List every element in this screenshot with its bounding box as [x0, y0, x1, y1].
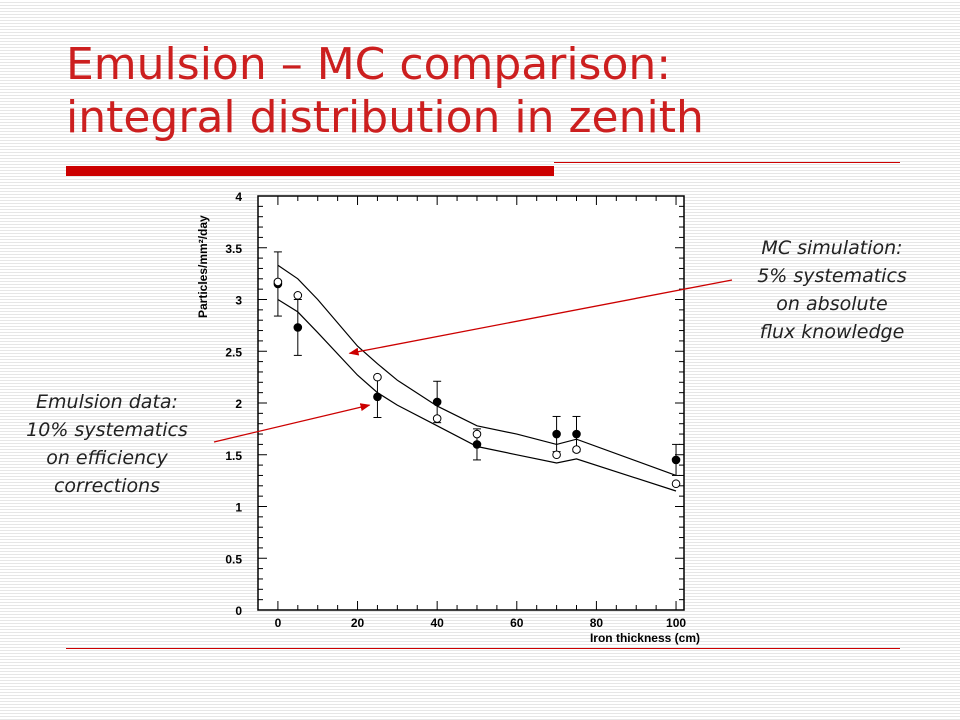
- y-tick-label: 2: [235, 397, 242, 411]
- emulsion-point: [572, 429, 581, 439]
- mc-callout: MC simulation: 5% systematics on absolut…: [757, 237, 907, 343]
- slide-title-line-2: integral distribution in zenith: [66, 92, 704, 143]
- mc-callout-arrow: [348, 279, 733, 356]
- mc-curve: [277, 298, 677, 492]
- mc-point: [572, 445, 581, 454]
- footer-rule: [66, 648, 900, 649]
- slide-title-line-1: Emulsion – MC comparison:: [66, 39, 672, 90]
- title-underline-bar: [66, 166, 554, 176]
- mc-curve: [277, 264, 677, 476]
- mc-point: [373, 372, 382, 382]
- y-tick-label: 4: [235, 190, 242, 204]
- y-axis-label: Particles/mm²/day: [196, 215, 210, 318]
- x-tick-label: 20: [351, 616, 365, 630]
- y-tick-label: 3.5: [225, 242, 242, 256]
- y-tick-label: 3: [235, 294, 242, 308]
- mc-curves: [277, 264, 677, 492]
- y-tick-label: 0.5: [225, 552, 242, 566]
- x-tick-label: 40: [430, 616, 444, 630]
- x-tick-label: 100: [666, 616, 686, 630]
- mc-point: [671, 479, 681, 489]
- x-axis-label: Iron thickness (cm): [590, 631, 700, 645]
- data-points: [273, 251, 681, 489]
- emulsion-point: [432, 397, 442, 407]
- y-tick-label: 2.5: [225, 345, 242, 359]
- mc-point: [273, 277, 283, 287]
- y-tick-label: 1.5: [225, 449, 242, 463]
- x-tick-label: 0: [275, 616, 282, 630]
- mc-point: [552, 450, 561, 460]
- emulsion-point: [472, 440, 482, 449]
- emulsion-point: [373, 392, 382, 402]
- annotation-arrows: [213, 279, 733, 443]
- mc-point: [432, 414, 442, 423]
- slide-title: Emulsion – MC comparison: integral distr…: [66, 38, 946, 144]
- y-tick-label: 0: [235, 604, 242, 618]
- x-tick-label: 80: [590, 616, 604, 630]
- emulsion-callout-arrow: [213, 403, 371, 443]
- emulsion-point: [671, 455, 681, 465]
- plot-frame: [257, 195, 685, 611]
- y-tick-label: 1: [235, 501, 242, 515]
- mc-point: [293, 291, 303, 300]
- x-tick-label: 60: [510, 616, 524, 630]
- emulsion-point: [293, 323, 303, 332]
- emulsion-callout: Emulsion data: 10% systematics on effici…: [26, 391, 188, 497]
- title-underline-rule: [554, 162, 900, 163]
- mc-point: [472, 429, 482, 439]
- emulsion-point: [552, 429, 561, 439]
